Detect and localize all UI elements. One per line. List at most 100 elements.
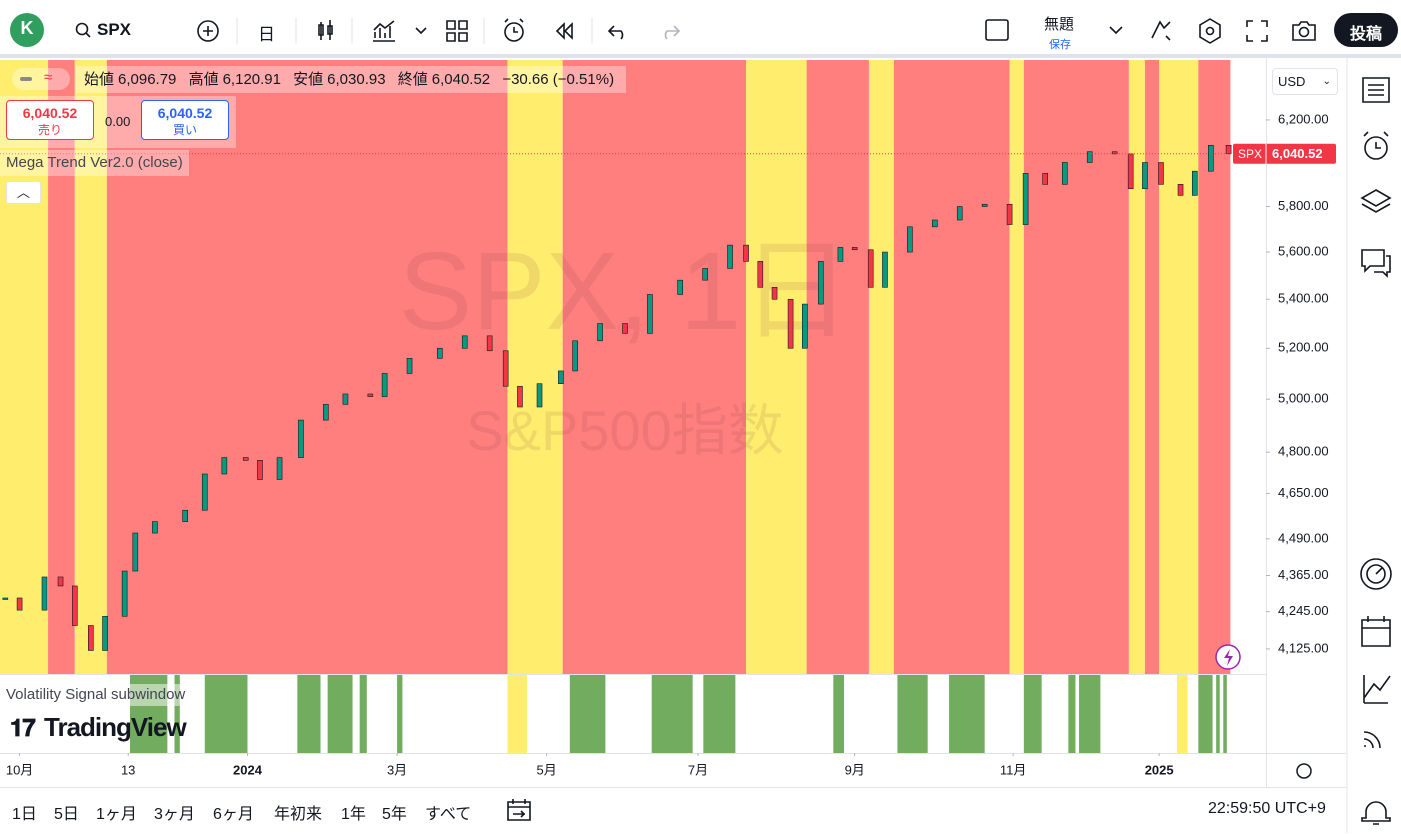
legend-value: 6,030.93 xyxy=(327,71,386,88)
candle xyxy=(121,570,128,617)
sub-indicator-label[interactable]: Volatility Signal subwindow xyxy=(0,684,192,706)
signal-region xyxy=(1176,675,1188,753)
calendar[interactable] xyxy=(1361,616,1391,647)
publish-button[interactable] xyxy=(1334,13,1398,47)
publish-label[interactable]: 投稿 xyxy=(1349,26,1382,43)
candle xyxy=(16,597,23,611)
range-button[interactable]: 1日 xyxy=(12,806,37,823)
snapshot[interactable] xyxy=(1292,21,1316,41)
candle xyxy=(1086,151,1093,163)
y-tick-label: 5,000.00 xyxy=(1278,391,1329,406)
chat[interactable] xyxy=(1361,249,1391,278)
trend-region xyxy=(74,60,107,674)
candle xyxy=(647,294,653,334)
y-tick-label: 4,365.00 xyxy=(1278,567,1329,582)
x-tick-label: 10月 xyxy=(6,762,33,777)
x-tick-label: 2025 xyxy=(1145,762,1174,777)
alert[interactable] xyxy=(504,22,524,42)
streams[interactable] xyxy=(1363,731,1381,749)
candle xyxy=(132,532,139,572)
signal-region xyxy=(397,675,403,753)
candle xyxy=(1127,153,1134,190)
technicals[interactable] xyxy=(1360,558,1392,590)
date-range-icon[interactable] xyxy=(505,797,533,823)
candle xyxy=(851,247,858,251)
candle xyxy=(757,261,764,288)
logo-mark: 𝟏𝟕 xyxy=(10,715,36,742)
layout-name[interactable]: 無題 xyxy=(1044,16,1075,33)
redo[interactable] xyxy=(664,25,681,40)
candle xyxy=(956,206,963,221)
candle xyxy=(381,373,388,397)
layout-menu[interactable] xyxy=(1109,26,1123,35)
candle xyxy=(257,460,263,480)
indicators-menu[interactable] xyxy=(415,27,427,35)
save-label[interactable]: 保存 xyxy=(1049,39,1071,51)
notifications[interactable] xyxy=(1361,801,1391,825)
range-button[interactable]: 年初来 xyxy=(274,806,323,823)
candle xyxy=(558,370,564,384)
candle xyxy=(743,244,749,262)
range-button[interactable]: 5年 xyxy=(382,806,407,823)
fullscreen[interactable] xyxy=(1246,20,1268,42)
candle xyxy=(1158,162,1164,185)
candle xyxy=(1111,151,1118,155)
time-settings[interactable] xyxy=(1296,763,1312,779)
bottom-bar xyxy=(0,787,1346,834)
layouts[interactable] xyxy=(446,20,468,42)
collapse-button[interactable]: ︿ xyxy=(6,181,41,204)
trend-region xyxy=(806,60,869,674)
candle xyxy=(1177,184,1184,196)
interval[interactable]: 日 xyxy=(258,25,275,44)
legend-toggle[interactable]: ≈ xyxy=(12,68,70,90)
signal-region xyxy=(1198,675,1213,753)
indicator-label[interactable]: Mega Trend Ver2.0 (close) xyxy=(0,150,189,176)
range-button[interactable]: 1年 xyxy=(341,806,366,823)
logo-text: TradingView xyxy=(44,712,187,742)
legend-icon: ≈ xyxy=(44,69,53,86)
y-tick-label: 6,200.00 xyxy=(1278,111,1329,126)
search-icon[interactable] xyxy=(75,22,89,36)
symbol[interactable]: SPX xyxy=(97,20,132,39)
candle xyxy=(702,268,708,281)
replay[interactable] xyxy=(555,22,573,40)
add-symbol[interactable] xyxy=(197,20,219,42)
trend-region xyxy=(0,60,49,674)
alert xyxy=(504,18,524,33)
signal-region xyxy=(833,675,844,753)
candle xyxy=(1191,170,1198,196)
sell-button[interactable]: 6,040.52 売り xyxy=(6,100,94,140)
avatar[interactable] xyxy=(10,13,44,47)
data-window[interactable] xyxy=(1360,189,1392,213)
x-tick-label: 3月 xyxy=(387,762,407,777)
add-symbol xyxy=(203,26,213,36)
ideas[interactable] xyxy=(1363,675,1391,704)
candle xyxy=(71,585,78,626)
watchlist[interactable] xyxy=(1362,77,1390,103)
candle xyxy=(242,457,249,461)
quick-search[interactable] xyxy=(1151,20,1171,41)
legend-label: 高値 xyxy=(188,71,219,88)
signal-region xyxy=(1023,675,1042,753)
range-button[interactable]: 1ヶ月 xyxy=(96,806,137,823)
alerts[interactable] xyxy=(1364,136,1388,160)
range-button[interactable]: 3ヶ月 xyxy=(154,806,195,823)
chart-type[interactable] xyxy=(318,20,333,40)
range-button[interactable]: 6ヶ月 xyxy=(213,806,254,823)
currency-select[interactable]: USD ⌄ xyxy=(1272,68,1338,95)
logo[interactable]: 𝟏𝟕 TradingView xyxy=(10,712,187,742)
undo[interactable] xyxy=(607,25,624,40)
range-button[interactable]: すべて xyxy=(425,806,472,823)
candle xyxy=(406,357,413,374)
candle xyxy=(201,473,208,511)
snapshot xyxy=(1298,26,1310,38)
layout-square[interactable] xyxy=(985,19,1009,41)
indicators[interactable] xyxy=(373,20,395,42)
settings[interactable] xyxy=(1199,18,1221,44)
legend-hide[interactable] xyxy=(20,77,32,81)
signal-region xyxy=(507,675,528,753)
buy-button[interactable]: 6,040.52 買い xyxy=(141,100,229,140)
legend-label: 終値 xyxy=(397,71,428,88)
range-button[interactable]: 5日 xyxy=(54,806,79,823)
